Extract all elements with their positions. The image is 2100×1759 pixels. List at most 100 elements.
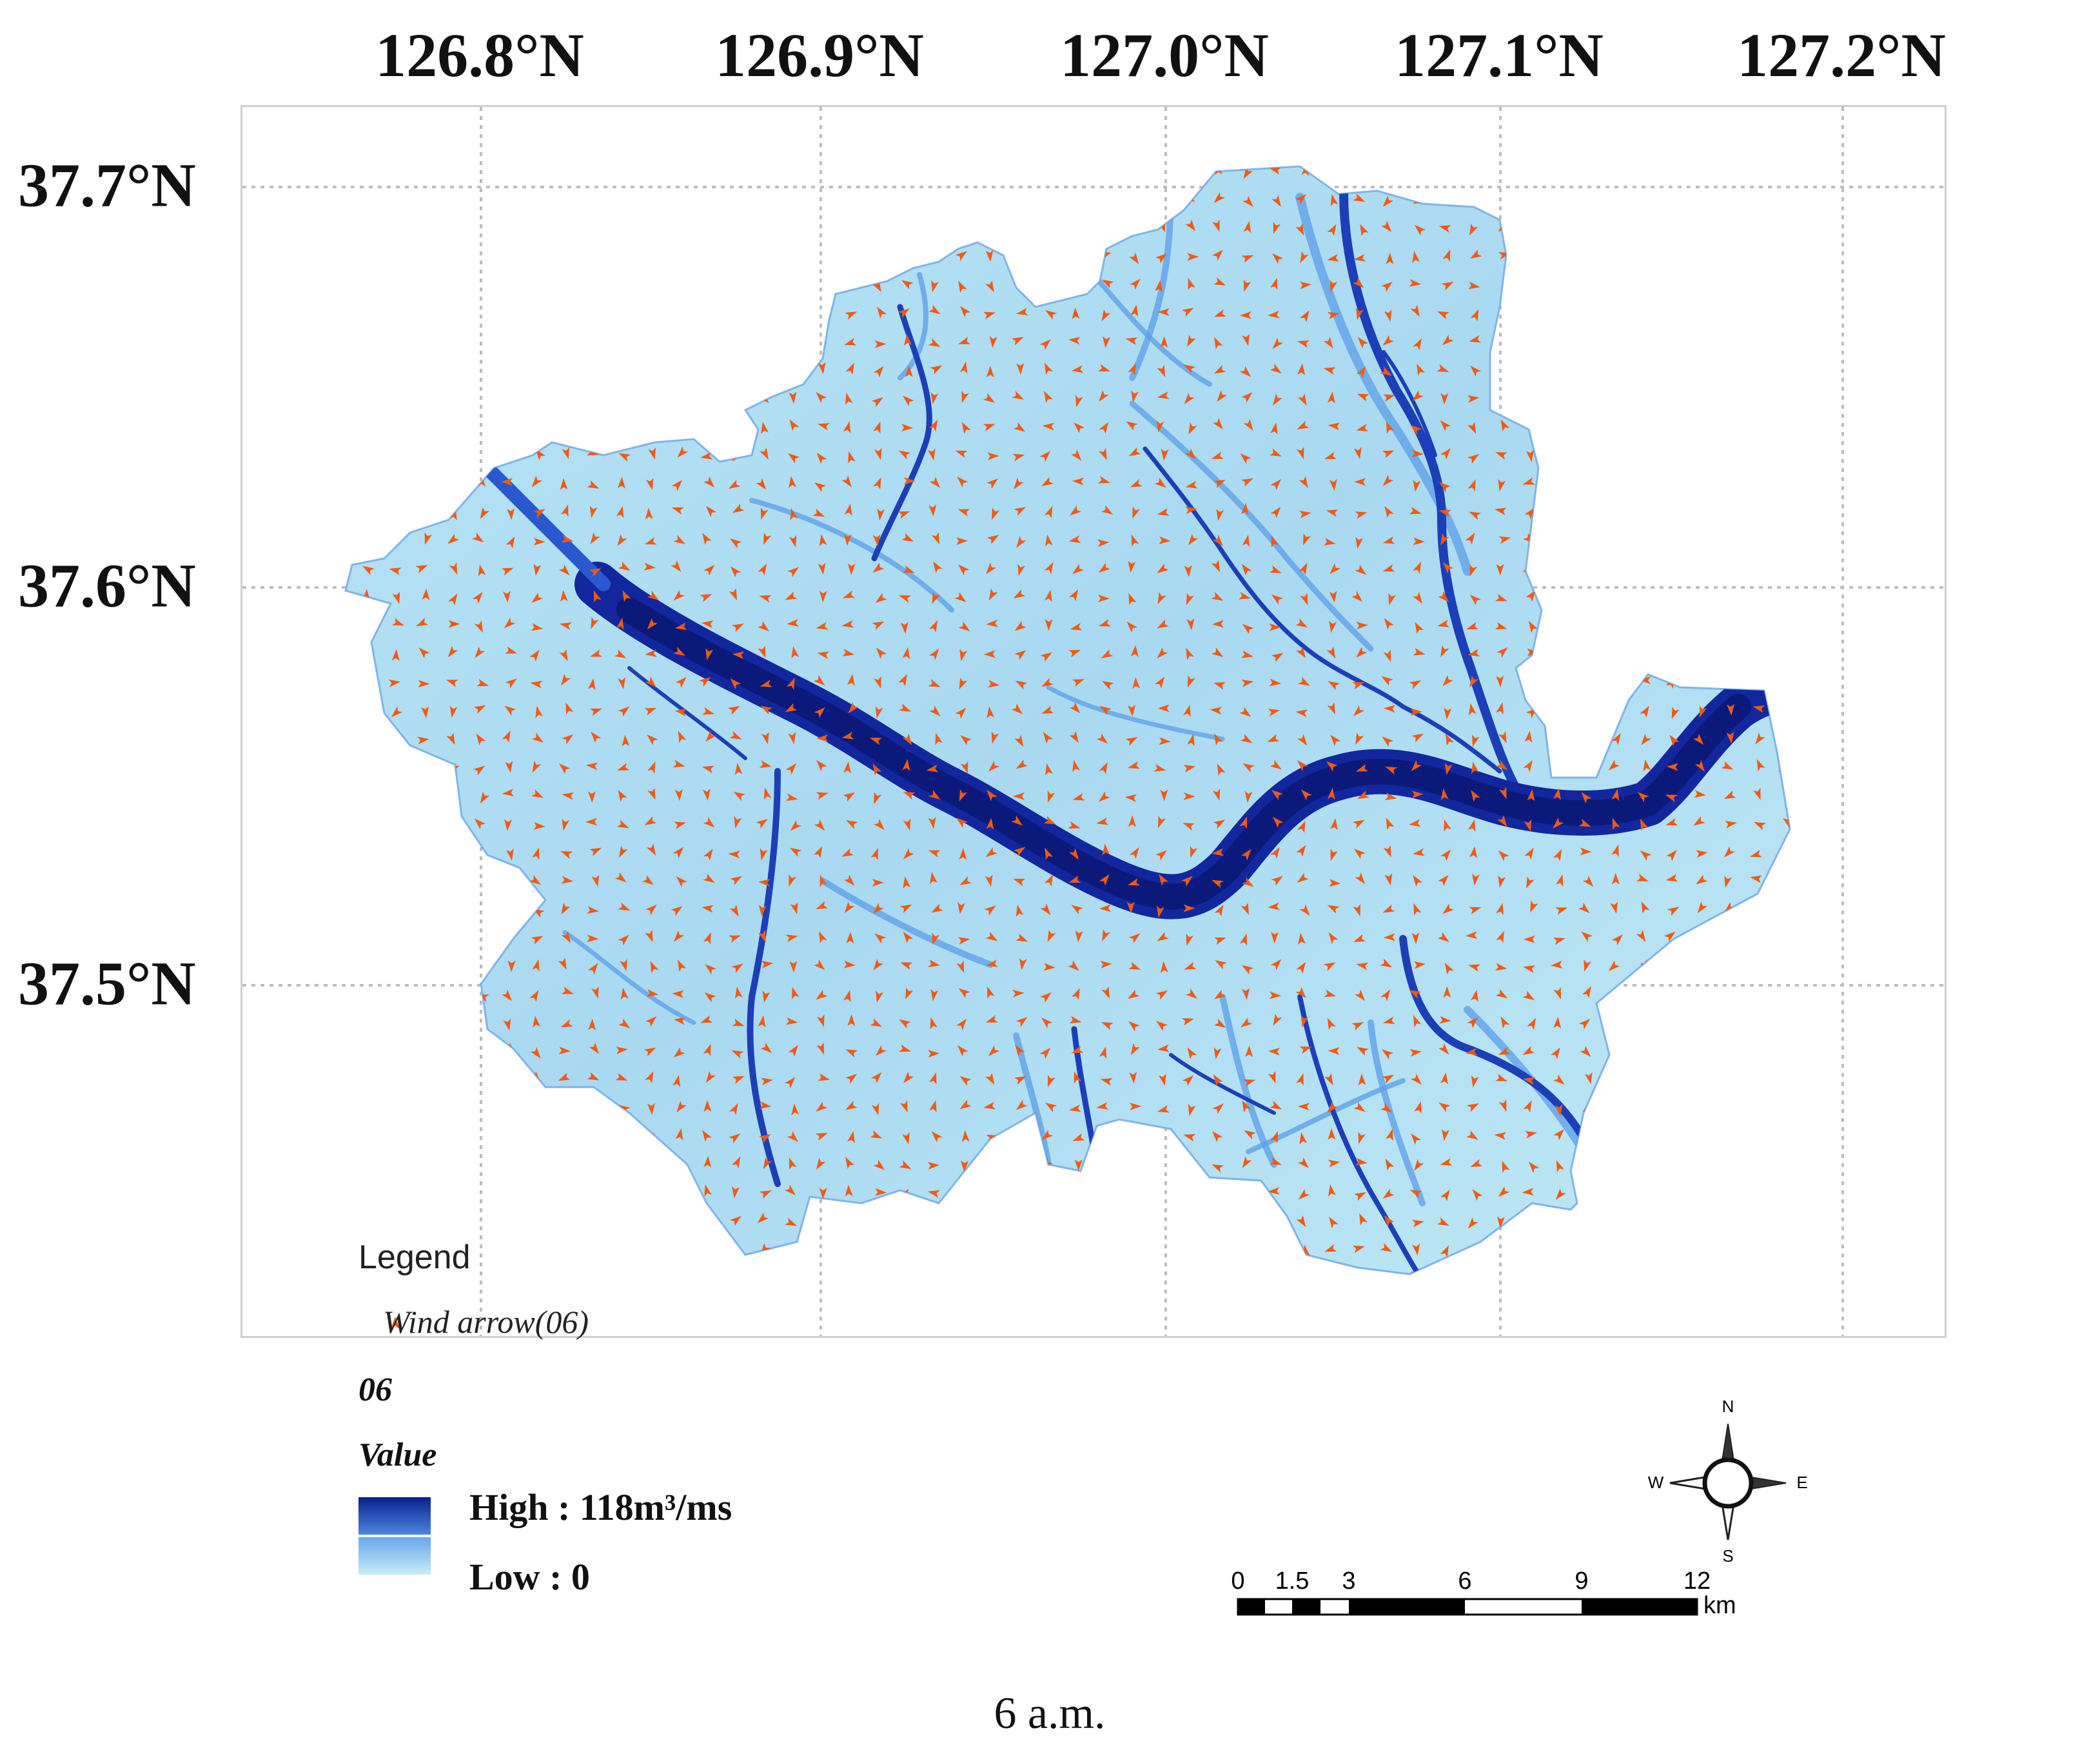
wind-arrow xyxy=(899,250,911,261)
wind-arrow xyxy=(1444,763,1453,776)
wind-arrow xyxy=(476,733,486,745)
wind-arrow xyxy=(1781,1184,1790,1197)
wind-arrow xyxy=(674,1213,683,1226)
wind-arrow xyxy=(1780,992,1790,1001)
wind-arrow xyxy=(1611,1105,1623,1113)
stream-channel xyxy=(819,878,994,968)
wind-arrow xyxy=(1668,507,1681,516)
wind-arrow xyxy=(1783,219,1790,231)
wind-arrow xyxy=(1014,1076,1026,1085)
latitude-label: 37.6°N xyxy=(18,551,196,620)
wind-arrow xyxy=(761,1077,773,1086)
wind-arrow xyxy=(644,816,657,825)
wind-arrow xyxy=(1443,1270,1451,1274)
wind-arrow xyxy=(333,336,345,345)
wind-arrow xyxy=(531,367,544,375)
wind-arrow xyxy=(760,705,773,715)
wind-arrow xyxy=(759,595,772,603)
wind-arrow xyxy=(1353,849,1366,860)
wind-arrow xyxy=(501,567,514,576)
wind-arrow xyxy=(843,874,855,886)
wind-arrow xyxy=(1070,505,1082,516)
wind-arrow xyxy=(1441,281,1454,291)
wind-arrow xyxy=(618,902,631,911)
wind-arrow xyxy=(1698,622,1706,634)
map-canvas[interactable] xyxy=(242,107,1945,1336)
map-frame[interactable] xyxy=(240,105,1947,1338)
wind-arrow xyxy=(1380,989,1391,1001)
wind-arrow xyxy=(703,1155,712,1168)
wind-arrow xyxy=(1609,1247,1622,1255)
wind-arrow xyxy=(1239,366,1251,377)
wind-arrow xyxy=(586,422,599,431)
wind-arrow xyxy=(1326,509,1339,517)
wind-arrow xyxy=(727,705,740,715)
wind-arrow xyxy=(589,1042,599,1054)
wind-arrow xyxy=(1295,618,1308,628)
wind-arrow xyxy=(333,505,346,519)
wind-arrow xyxy=(758,335,766,348)
wind-arrow xyxy=(1157,364,1166,377)
wind-arrow xyxy=(333,1076,344,1089)
wind-arrow xyxy=(959,876,972,885)
wind-arrow xyxy=(388,195,400,206)
wind-arrow xyxy=(389,250,397,262)
wind-arrow xyxy=(1324,989,1337,997)
wind-arrow xyxy=(671,560,682,573)
wind-arrow xyxy=(1694,960,1707,968)
wind-arrow xyxy=(1217,763,1226,776)
wind-arrow xyxy=(1641,734,1651,745)
wind-arrow xyxy=(1212,1130,1223,1143)
wind-arrow xyxy=(1157,1044,1170,1052)
wind-arrow xyxy=(1041,222,1050,235)
wind-arrow xyxy=(530,680,543,689)
anyang-stream xyxy=(747,768,781,1187)
wind-arrow xyxy=(1582,166,1592,175)
wind-arrow xyxy=(560,391,573,400)
wind-arrow xyxy=(1697,195,1710,203)
wind-arrow xyxy=(587,1242,596,1254)
wind-arrow xyxy=(1522,221,1533,233)
wind-arrow xyxy=(1241,1241,1252,1252)
wind-arrow xyxy=(1440,1245,1449,1257)
stream-channel xyxy=(1091,272,1212,387)
wind-arrow xyxy=(1469,907,1482,915)
wind-arrow xyxy=(845,820,858,829)
wind-arrow xyxy=(1242,877,1254,887)
wind-arrow xyxy=(1412,390,1424,401)
wind-arrow xyxy=(1297,760,1308,772)
wind-arrow xyxy=(874,819,885,830)
wind-arrow xyxy=(1751,1103,1760,1115)
wind-arrow xyxy=(1523,935,1535,943)
wind-arrow xyxy=(645,930,653,943)
wind-arrow xyxy=(1781,478,1790,491)
wind-arrow xyxy=(558,364,571,372)
wind-arrow xyxy=(561,930,571,943)
wind-arrow xyxy=(1068,960,1079,971)
wind-arrow xyxy=(531,592,544,603)
wind-arrow xyxy=(1157,563,1169,573)
wind-arrow xyxy=(1578,818,1591,827)
wind-arrow xyxy=(1072,307,1080,320)
wind-arrow xyxy=(959,649,968,662)
wind-arrow xyxy=(957,937,970,945)
wind-arrow xyxy=(785,1017,798,1025)
wind-arrow xyxy=(1212,418,1223,429)
wind-arrow xyxy=(1382,904,1395,913)
wind-arrow xyxy=(1585,732,1595,745)
wind-arrow xyxy=(734,1272,745,1274)
wind-arrow xyxy=(1698,392,1706,405)
wind-arrow xyxy=(1444,819,1451,832)
wind-arrow xyxy=(1409,506,1422,515)
wind-arrow xyxy=(585,762,598,771)
wind-arrow xyxy=(817,651,830,660)
legend-low-label: Low : 0 xyxy=(469,1556,590,1598)
wind-arrow xyxy=(816,166,829,175)
wind-arrow xyxy=(388,679,401,687)
wind-arrow xyxy=(418,1073,431,1083)
wind-arrow xyxy=(333,164,346,178)
wind-arrow xyxy=(1039,1244,1051,1255)
wind-arrow xyxy=(617,167,630,177)
wind-arrow xyxy=(675,1271,688,1274)
wind-arrow xyxy=(418,451,428,464)
